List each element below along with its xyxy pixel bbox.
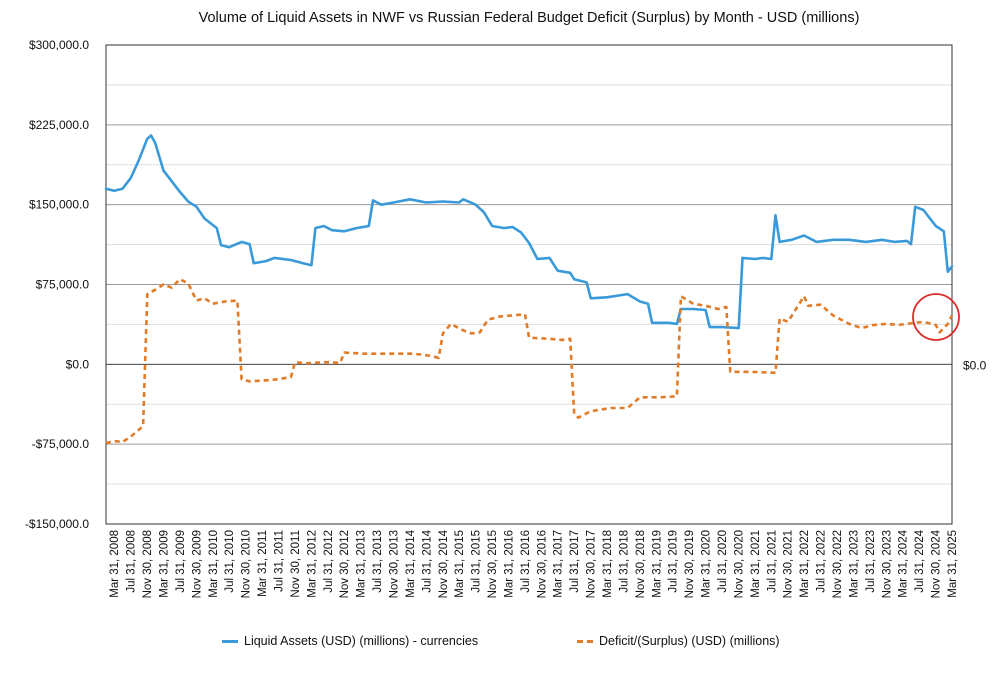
y-tick-label: $225,000.0 <box>29 118 89 132</box>
x-tick-label: Jul 31, 2009 <box>175 530 187 593</box>
x-tick-label: Jul 31, 2021 <box>766 530 778 593</box>
x-tick-label: Mar 31, 2013 <box>356 530 368 598</box>
x-tick-label: Mar 31, 2012 <box>306 530 318 598</box>
y-tick-label: $150,000.0 <box>29 198 89 212</box>
x-tick-label: Nov 30, 2024 <box>931 529 943 598</box>
x-tick-label: Jul 31, 2008 <box>126 530 138 593</box>
right-axis-label: $0.0 <box>963 358 987 372</box>
plot-frame <box>105 44 953 525</box>
y-tick-label: -$75,000.0 <box>32 437 90 451</box>
series-line-deficit <box>105 277 954 445</box>
x-tick-label: Nov 30, 2010 <box>241 530 253 598</box>
x-tick-label: Mar 31, 2025 <box>947 530 959 598</box>
x-tick-label: Jul 31, 2014 <box>421 529 433 592</box>
x-tick-label: Jul 31, 2011 <box>273 530 285 592</box>
x-tick-label: Jul 31, 2024 <box>914 529 926 592</box>
x-tick-label: Nov 30, 2016 <box>536 530 548 598</box>
x-tick-label: Nov 30, 2011 <box>290 530 302 598</box>
x-tick-label: Jul 31, 2010 <box>224 530 236 593</box>
x-tick-label: Nov 30, 2012 <box>339 530 351 598</box>
x-tick-label: Mar 31, 2024 <box>898 529 910 597</box>
legend-item-deficit: Deficit/(Surplus) (USD) (millions) <box>577 634 780 648</box>
x-tick-label: Jul 31, 2020 <box>717 530 729 593</box>
x-tick-label: Nov 30, 2022 <box>832 530 844 598</box>
x-tick-label: Mar 31, 2010 <box>208 530 220 598</box>
x-tick-label: Nov 30, 2008 <box>142 530 154 598</box>
chart-title: Volume of Liquid Assets in NWF vs Russia… <box>198 10 860 26</box>
x-tick-label: Nov 30, 2014 <box>438 529 450 598</box>
x-tick-label: Mar 31, 2011 <box>257 530 269 597</box>
y-tick-label: $75,000.0 <box>36 278 90 292</box>
x-tick-label: Jul 31, 2015 <box>471 530 483 593</box>
series-line-liquid-assets <box>104 134 954 330</box>
y-tick-label: $300,000.0 <box>29 38 89 52</box>
x-tick-label: Jul 31, 2012 <box>323 530 335 593</box>
x-tick-label: Mar 31, 2021 <box>750 530 762 598</box>
legend-label-liquid-assets: Liquid Assets (USD) (millions) - currenc… <box>244 634 479 648</box>
x-tick-label: Mar 31, 2016 <box>503 530 515 598</box>
y-tick-label: $0.0 <box>66 357 90 371</box>
x-tick-label: Jul 31, 2016 <box>520 530 532 593</box>
x-tick-label: Mar 31, 2015 <box>454 530 466 598</box>
annotation-layer <box>912 293 960 341</box>
series-layer <box>104 134 954 445</box>
x-tick-label: Nov 30, 2018 <box>635 530 647 598</box>
x-tick-label: Jul 31, 2013 <box>372 530 384 593</box>
x-tick-label: Nov 30, 2020 <box>733 530 745 598</box>
x-tick-label: Nov 30, 2023 <box>881 530 893 598</box>
legend-swatch-solid <box>222 639 238 643</box>
x-tick-label: Nov 30, 2017 <box>586 530 598 598</box>
x-tick-label: Mar 31, 2017 <box>553 530 565 598</box>
x-tick-label: Jul 31, 2018 <box>618 530 630 593</box>
x-tick-label: Mar 31, 2022 <box>799 530 811 598</box>
legend-item-liquid-assets: Liquid Assets (USD) (millions) - currenc… <box>222 634 478 648</box>
x-tick-label: Mar 31, 2009 <box>158 530 170 598</box>
x-tick-label: Jul 31, 2019 <box>668 530 680 593</box>
x-tick-label: Mar 31, 2020 <box>701 530 713 598</box>
x-tick-label: Jul 31, 2023 <box>865 530 877 593</box>
x-tick-label: Mar 31, 2023 <box>848 530 860 598</box>
legend-swatch-dashed <box>577 639 593 643</box>
x-tick-label: Jul 31, 2017 <box>569 530 581 593</box>
legend-label-deficit: Deficit/(Surplus) (USD) (millions) <box>599 634 780 648</box>
x-tick-label: Jul 31, 2022 <box>816 530 828 593</box>
x-tick-label: Mar 31, 2018 <box>602 530 614 598</box>
x-tick-label: Nov 30, 2009 <box>191 530 203 598</box>
tick-layer: $300,000.0 $225,000.0 $150,000.0 $75,000.0 $… <box>25 38 987 598</box>
highlight-circle <box>912 293 960 341</box>
x-tick-label: Nov 30, 2013 <box>388 530 400 598</box>
x-tick-label: Nov 30, 2021 <box>783 530 795 598</box>
y-tick-label: -$150,000.0 <box>25 517 89 531</box>
x-tick-label: Nov 30, 2015 <box>487 530 499 598</box>
x-tick-label: Mar 31, 2014 <box>405 529 417 597</box>
grid-layer <box>105 44 953 525</box>
x-tick-label: Mar 31, 2008 <box>109 530 121 598</box>
x-tick-label: Nov 30, 2019 <box>684 530 696 598</box>
x-tick-label: Mar 31, 2019 <box>651 530 663 598</box>
